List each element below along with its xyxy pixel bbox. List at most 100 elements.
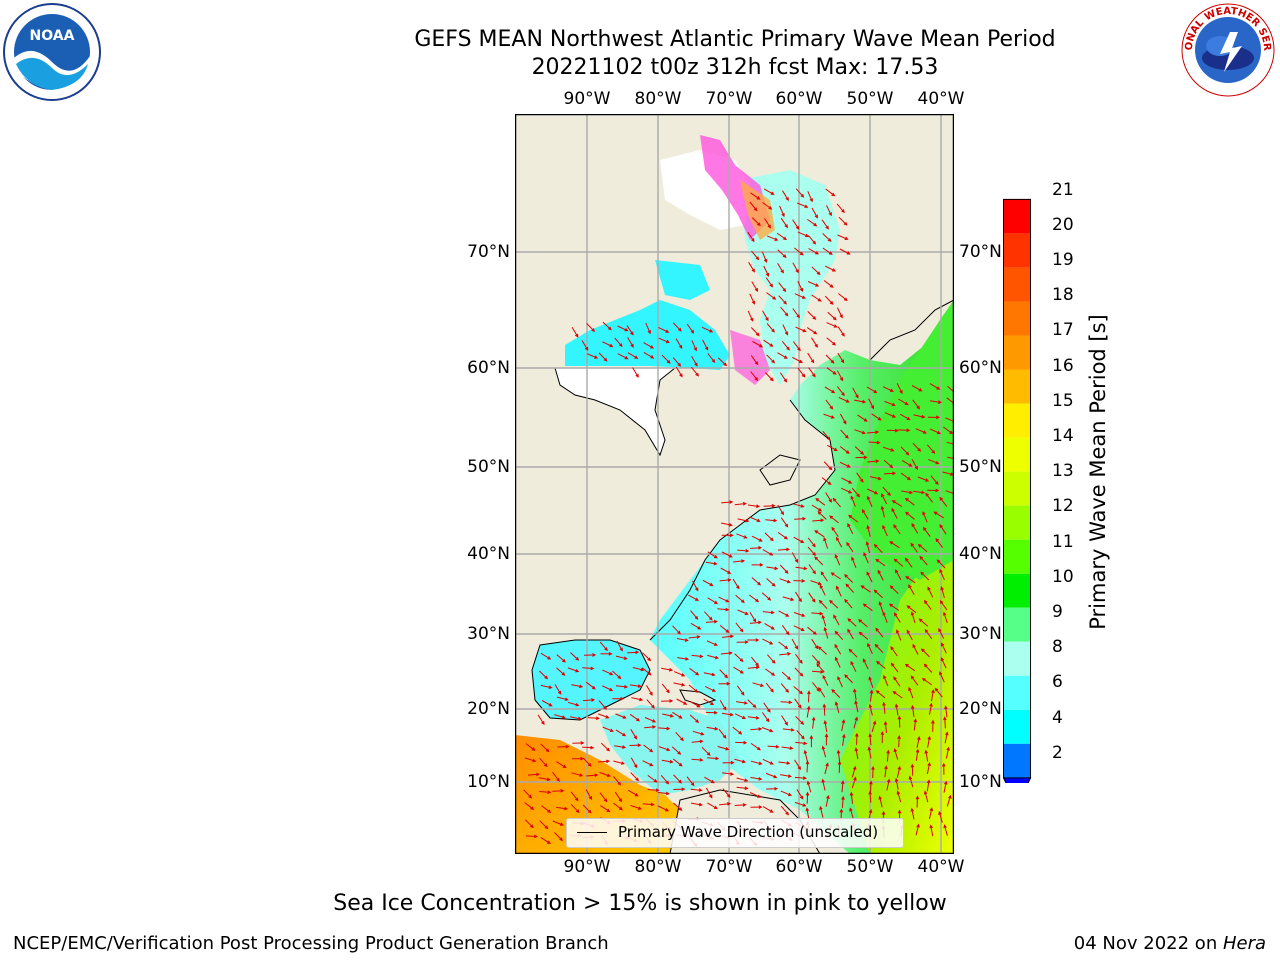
wave-arrow: [602, 321, 612, 331]
wave-arrow: [582, 745, 595, 750]
wave-arrow: [737, 548, 750, 553]
wave-arrow: [916, 736, 921, 748]
wave-arrow: [877, 569, 884, 581]
wave-arrow: [871, 720, 877, 733]
wave-arrow: [796, 730, 805, 740]
wave-arrow: [539, 820, 549, 830]
colorbar-tick: 9: [1052, 602, 1063, 622]
wave-arrow: [541, 700, 553, 707]
wave-arrow: [777, 547, 791, 552]
wave-arrow: [661, 683, 670, 694]
wave-arrow: [673, 787, 686, 792]
footer-host: Hera: [1222, 933, 1266, 954]
wave-arrow: [706, 726, 719, 731]
wave-arrow: [889, 541, 900, 549]
wave-arrow: [581, 340, 589, 351]
wave-arrow: [750, 742, 762, 751]
wave-arrow: [707, 353, 716, 363]
wave-arrow: [761, 712, 770, 723]
wave-arrow: [647, 774, 658, 783]
wave-arrow: [584, 653, 597, 657]
wave-arrow: [858, 631, 869, 640]
sea-ice-caption: Sea Ice Concentration > 15% is shown in …: [333, 891, 947, 916]
colorbar-cell: [1003, 573, 1031, 608]
wave-arrow: [821, 477, 832, 485]
lon-tick-top: 50°W: [846, 89, 894, 109]
wave-arrow: [871, 765, 875, 779]
wave-arrow: [703, 672, 716, 677]
wave-arrow: [917, 543, 928, 553]
wave-arrow: [838, 216, 848, 226]
lat-tick-right: 60°N: [959, 358, 1002, 378]
wave-arrow: [866, 571, 873, 583]
wave-arrow: [850, 660, 857, 672]
wave-arrow: [780, 700, 793, 705]
legend-line-swatch: [577, 832, 607, 833]
wave-arrow: [825, 354, 835, 364]
wave-arrow: [825, 188, 836, 197]
wave-arrow: [807, 218, 818, 227]
wave-arrow: [836, 749, 841, 762]
wave-arrow: [539, 670, 549, 680]
lat-tick-right: 70°N: [959, 242, 1002, 262]
wave-arrow: [946, 794, 952, 807]
wave-arrow: [766, 566, 779, 571]
map-legend: Primary Wave Direction (unscaled): [566, 818, 904, 848]
wave-arrow: [747, 310, 754, 322]
wave-arrow: [824, 265, 837, 272]
wave-arrow: [922, 526, 931, 537]
colorbar-extend-arrow: [1003, 777, 1032, 783]
wave-arrow: [824, 733, 829, 746]
wave-arrow: [847, 523, 854, 535]
wave-arrow: [805, 791, 810, 804]
wave-arrow: [915, 795, 920, 808]
wave-arrow: [571, 684, 584, 689]
wave-arrow: [836, 203, 845, 214]
wave-arrow: [811, 207, 818, 219]
wave-arrow: [806, 705, 811, 718]
wave-arrow: [841, 795, 845, 808]
colorbar-cell: [1003, 199, 1031, 234]
wave-arrow: [586, 323, 596, 332]
wave-arrow: [602, 669, 614, 676]
wave-arrow: [811, 266, 821, 276]
wave-arrow: [750, 371, 759, 382]
wave-arrow: [552, 820, 565, 826]
wave-arrow: [779, 372, 788, 383]
wave-arrow: [552, 789, 565, 793]
wave-arrow: [554, 832, 563, 842]
wave-arrow: [940, 657, 947, 669]
wave-arrow: [540, 743, 550, 753]
wave-arrow: [808, 564, 816, 575]
wave-arrow: [626, 325, 634, 336]
wave-arrow: [910, 611, 916, 624]
wave-arrow: [793, 686, 804, 695]
wave-arrow: [780, 683, 790, 693]
wave-arrow: [908, 775, 914, 788]
wave-arrow: [631, 697, 644, 702]
wave-arrow: [855, 455, 868, 460]
wave-arrow: [672, 711, 683, 719]
colorbar-tick: 18: [1052, 285, 1074, 305]
wave-arrow: [851, 776, 857, 789]
wave-arrow: [939, 600, 948, 611]
wave-arrow: [538, 777, 551, 782]
wave-arrow: [763, 504, 776, 508]
wave-arrow: [689, 714, 700, 724]
wave-arrow: [733, 666, 744, 674]
wave-arrow: [793, 625, 805, 631]
wave-arrow: [720, 651, 733, 655]
wave-arrow: [832, 497, 841, 508]
lat-tick-right: 30°N: [959, 624, 1002, 644]
wave-arrow: [765, 668, 776, 676]
wave-arrow: [823, 413, 835, 419]
wave-arrow: [862, 603, 873, 612]
wave-arrow: [935, 538, 944, 548]
wave-arrow: [673, 682, 686, 687]
ice-hudson-strait: [730, 330, 770, 385]
wave-arrow: [815, 497, 826, 506]
wave-arrow: [675, 338, 683, 350]
wave-arrow: [925, 492, 933, 503]
wave-arrow: [752, 682, 765, 687]
wave-arrow: [851, 765, 857, 778]
